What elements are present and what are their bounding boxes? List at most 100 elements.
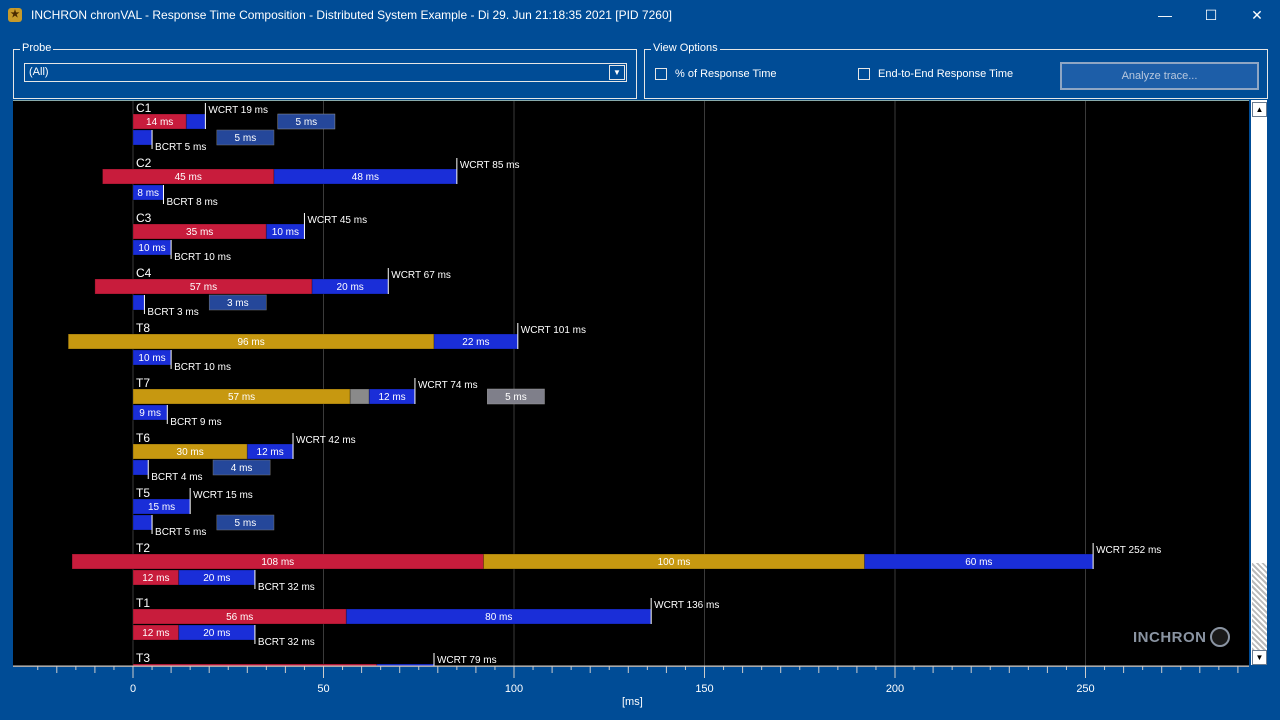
- bcrt-segment-label: 10 ms: [138, 353, 165, 364]
- percent-response-checkbox[interactable]: % of Response Time: [655, 68, 777, 80]
- wcrt-bar-segment[interactable]: [132, 388, 351, 405]
- x-axis-ticks: 0 50 100 150 200 250: [13, 665, 1249, 695]
- wcrt-label: WCRT 19 ms: [208, 105, 268, 116]
- bcrt-label: BCRT 32 ms: [258, 582, 315, 593]
- bcrt-bar-segment[interactable]: [132, 514, 153, 531]
- bcrt-label: BCRT 8 ms: [166, 197, 217, 208]
- bcrt-segment-label: 9 ms: [139, 408, 161, 419]
- wcrt-bar-segment[interactable]: [349, 388, 370, 405]
- checkbox-box[interactable]: [858, 68, 870, 80]
- row-label-c3: C3: [136, 211, 152, 225]
- wcrt-extra-label: 5 ms: [296, 117, 318, 128]
- wcrt-segment-label: 100 ms: [658, 557, 691, 568]
- wcrt-bar-segment[interactable]: [185, 113, 206, 130]
- wcrt-label: WCRT 67 ms: [391, 270, 451, 281]
- title-bar: ★ INCHRON chronVAL - Response Time Compo…: [0, 0, 1280, 31]
- chart-canvas: C1 14 ms WCRT 19 ms 5 ms BCRT 5 ms 5 ms C2 45 m…: [67, 101, 1161, 666]
- bcrt-segment-label: 20 ms: [203, 628, 230, 639]
- maximize-button[interactable]: ☐: [1204, 7, 1218, 23]
- probe-selected-value: (All): [29, 66, 49, 78]
- wcrt-segment-label: 48 ms: [352, 172, 379, 183]
- x-axis-tick-label: 150: [695, 683, 713, 695]
- bcrt-extra-box[interactable]: [216, 129, 275, 146]
- wcrt-extra-box[interactable]: [487, 388, 545, 405]
- wcrt-segment-label: 12 ms: [257, 447, 284, 458]
- wcrt-segment-label: 108 ms: [261, 557, 294, 568]
- x-axis-tick-label: 0: [130, 683, 136, 695]
- window-title: INCHRON chronVAL - Response Time Composi…: [31, 8, 672, 22]
- wcrt-segment-label: 80 ms: [485, 612, 512, 623]
- scroll-up-button[interactable]: ▲: [1252, 102, 1267, 117]
- close-button[interactable]: ✕: [1251, 7, 1263, 23]
- bcrt-extra-label: 3 ms: [227, 298, 249, 309]
- wcrt-label: WCRT 79 ms: [437, 655, 497, 666]
- probe-group: Probe: [13, 42, 637, 99]
- row-label-t3: T3: [136, 651, 150, 665]
- wcrt-segment-label: 12 ms: [378, 392, 405, 403]
- probe-select[interactable]: (All) ▼: [24, 63, 627, 82]
- x-axis-unit-label: [ms]: [622, 696, 643, 708]
- x-axis-tick-label: 50: [317, 683, 329, 695]
- brand-text: INCHRON: [1133, 628, 1207, 646]
- bcrt-segment-label: 12 ms: [142, 628, 169, 639]
- wcrt-label: WCRT 85 ms: [460, 160, 520, 171]
- bcrt-extra-box[interactable]: [208, 294, 267, 311]
- wcrt-label: WCRT 74 ms: [418, 380, 478, 391]
- bcrt-label: BCRT 32 ms: [258, 637, 315, 648]
- bcrt-bar-segment[interactable]: [132, 129, 153, 146]
- row-label-c4: C4: [136, 266, 152, 280]
- row-label-t1: T1: [136, 596, 150, 610]
- wcrt-segment-label: 35 ms: [186, 227, 213, 238]
- bcrt-extra-box[interactable]: [216, 514, 275, 531]
- row-label-t7: T7: [136, 376, 150, 390]
- wcrt-segment-label: 57 ms: [190, 282, 217, 293]
- wcrt-segment-label: 45 ms: [175, 172, 202, 183]
- bcrt-label: BCRT 10 ms: [174, 252, 231, 263]
- wcrt-bar-segment[interactable]: [376, 663, 435, 666]
- chevron-down-icon[interactable]: ▼: [609, 65, 625, 80]
- bcrt-segment-label: 12 ms: [142, 573, 169, 584]
- bcrt-extra-box[interactable]: [212, 459, 271, 476]
- wcrt-segment-label: 96 ms: [237, 337, 264, 348]
- wcrt-segment-label: 30 ms: [177, 447, 204, 458]
- analyze-trace-button[interactable]: Analyze trace...: [1060, 62, 1259, 90]
- row-label-t2: T2: [136, 541, 150, 555]
- x-axis-tick-label: 100: [505, 683, 523, 695]
- bcrt-bar-segment[interactable]: [132, 294, 145, 311]
- checkbox-box[interactable]: [655, 68, 667, 80]
- wcrt-segment-label: 20 ms: [337, 282, 364, 293]
- bcrt-segment-label: 10 ms: [138, 243, 165, 254]
- wcrt-label: WCRT 15 ms: [193, 490, 253, 501]
- row-label-t6: T6: [136, 431, 150, 445]
- wcrt-label: WCRT 252 ms: [1096, 545, 1161, 556]
- scroll-thumb[interactable]: [1252, 563, 1267, 650]
- wcrt-label: WCRT 45 ms: [307, 215, 367, 226]
- bcrt-label: BCRT 5 ms: [155, 142, 206, 153]
- bcrt-extra-label: 5 ms: [235, 133, 257, 144]
- row-label-c2: C2: [136, 156, 152, 170]
- inchron-logo: INCHRON: [1133, 627, 1230, 647]
- scroll-down-button[interactable]: ▼: [1252, 650, 1267, 665]
- response-time-chart[interactable]: C1 14 ms WCRT 19 ms 5 ms BCRT 5 ms 5 ms C2 45 m…: [13, 100, 1249, 667]
- e2e-response-label: End-to-End Response Time: [878, 68, 1014, 80]
- app-icon: ★: [8, 8, 22, 22]
- bcrt-extra-label: 4 ms: [231, 463, 253, 474]
- minimize-button[interactable]: —: [1158, 7, 1172, 23]
- x-axis-tick-label: 250: [1076, 683, 1094, 695]
- wcrt-segment-label: 15 ms: [148, 502, 175, 513]
- bcrt-segment-label: 8 ms: [137, 188, 159, 199]
- bcrt-bar-segment[interactable]: [132, 459, 149, 476]
- wcrt-bar-segment[interactable]: [132, 663, 378, 666]
- wcrt-extra-box[interactable]: [277, 113, 336, 130]
- x-axis-tick-label: 200: [886, 683, 904, 695]
- row-label-t5: T5: [136, 486, 150, 500]
- wcrt-segment-label: 57 ms: [228, 392, 255, 403]
- e2e-response-checkbox[interactable]: End-to-End Response Time: [858, 68, 1013, 80]
- wcrt-extra-label: 5 ms: [505, 392, 527, 403]
- bcrt-label: BCRT 9 ms: [170, 417, 221, 428]
- bcrt-label: BCRT 4 ms: [151, 472, 202, 483]
- wcrt-segment-label: 60 ms: [965, 557, 992, 568]
- wcrt-label: WCRT 42 ms: [296, 435, 356, 446]
- vertical-scrollbar[interactable]: ▲ ▼: [1251, 100, 1267, 665]
- view-options-group: View Options: [644, 42, 1268, 99]
